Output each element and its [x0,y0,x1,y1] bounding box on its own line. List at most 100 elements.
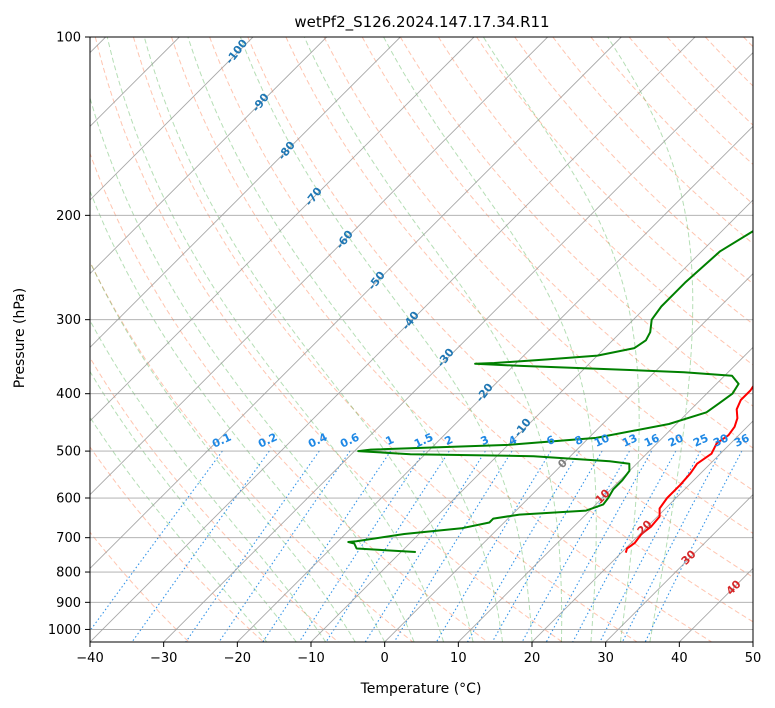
y-tick-label: 400 [56,387,81,402]
isotherm-line [90,37,696,642]
mixing-ratio-label: 30 [711,431,731,449]
y-tick-label: 700 [56,531,81,546]
isotherm-line [90,37,475,422]
dry-adiabat [132,37,638,642]
x-tick-label: 0 [381,651,389,666]
mixing-ratio-line [435,450,552,642]
isotherm-line [163,52,753,642]
line-labels: -100-90-80-70-60-50-40-30-20-100.1 0.2 0.4… [210,37,752,598]
y-axis-label: Pressure (hPa) [12,288,28,388]
dry-adiabat [285,37,753,534]
isotherm-line [90,37,327,275]
x-ticks: −40 −30 −20 −10 0 10 20 30 40 50 [76,642,761,666]
dry-adiabat [743,37,753,48]
mixing-ratio-line [364,450,486,642]
x-tick-label: −30 [150,651,177,666]
mixing-ratio-label: 13 [620,431,639,449]
moist-adiabat [482,37,640,642]
dry-adiabat [590,37,753,205]
isotherm-line [310,199,753,642]
mixing-ratio-label: 25 [691,431,710,449]
moist-adiabat [239,37,533,642]
isotherm-line [531,420,753,642]
moist-adiabat [143,37,474,642]
mixing-ratio-line [185,450,320,642]
moist-adiabat [187,37,503,642]
profiles [347,229,753,553]
chart-title: wetPf2_S126.2024.147.17.34.R11 [294,13,549,32]
x-tick-label: −40 [76,651,103,666]
mixing-ratio-line [262,450,392,642]
y-tick-label: 800 [56,566,81,581]
mixing-ratio-label: 1 [384,433,396,448]
x-axis-label: Temperature (°C) [360,681,482,697]
grid [90,37,753,642]
mixing-ratio-line [298,450,425,642]
dry-adiabat [90,531,190,642]
isotherm-line [237,125,753,642]
mixing-ratio-line [491,450,603,642]
y-tick-label: 100 [56,31,81,46]
x-tick-label: 10 [450,651,467,666]
y-tick-label: 900 [56,596,81,611]
x-tick-label: 50 [745,651,762,666]
moist-adiabat [90,260,356,642]
isotherm-line [90,37,548,496]
dewpoint-profile [347,229,753,553]
moist-adiabat [607,37,694,642]
x-tick-label: 20 [524,651,541,666]
isotherm-label: -20 [473,381,496,405]
dry-adiabat [514,37,753,285]
moist-adiabat [90,416,268,642]
x-tick-label: −20 [224,651,251,666]
lcl-label: 30 [679,547,699,567]
mixing-ratio-label: 20 [666,431,686,449]
x-tick-label: 30 [597,651,614,666]
isotherm-line [90,37,401,348]
dry-adiabat [552,37,753,245]
y-tick-label: 200 [56,209,81,224]
x-tick-label: −10 [297,651,324,666]
isotherm-line [458,346,753,642]
lcl-label: 20 [635,517,655,537]
mixing-ratio-line [131,450,270,642]
mixing-ratio-line [545,450,653,642]
moist-adiabat [303,37,563,642]
dry-adiabat [628,37,753,166]
moist-adiabat [90,189,386,642]
mixing-ratio-line [521,450,630,642]
y-ticks: 100 200 300 400 500 600 700 800 900 1000 [48,31,90,638]
isotherm-line [679,567,753,642]
moist-adiabat [106,37,445,642]
mixing-ratio-label: 10 [592,431,612,449]
moist-adiabat [383,37,597,642]
mixing-ratio-label: 36 [732,431,752,449]
mixing-ratio-line [467,450,580,642]
dry-adiabat [90,260,414,642]
mixing-ratio-line [218,450,351,642]
isotherm-line [384,273,753,642]
dry-adiabat [209,37,753,623]
y-tick-label: 600 [56,492,81,507]
mixing-ratio-line [325,450,450,642]
temperature-profile [624,384,753,553]
dry-adiabat [247,37,753,578]
dry-adiabat [90,446,264,642]
background-lines [90,37,753,642]
mixing-ratio-line [621,450,722,642]
isotherm-line [90,37,622,569]
mixing-ratio-line [572,450,677,642]
y-tick-label: 300 [56,313,81,328]
dry-adiabat [437,37,753,366]
isotherm-line [90,37,254,201]
dry-adiabat [666,37,753,126]
dry-adiabat [90,152,488,642]
y-tick-label: 500 [56,445,81,460]
dry-adiabat [90,356,339,642]
dry-adiabat [94,37,563,642]
mixing-ratio-label: 0.4 [306,430,329,450]
mixing-ratio-line [393,450,513,642]
isotherm-line [752,641,753,642]
isotherm-label: -30 [434,346,457,370]
